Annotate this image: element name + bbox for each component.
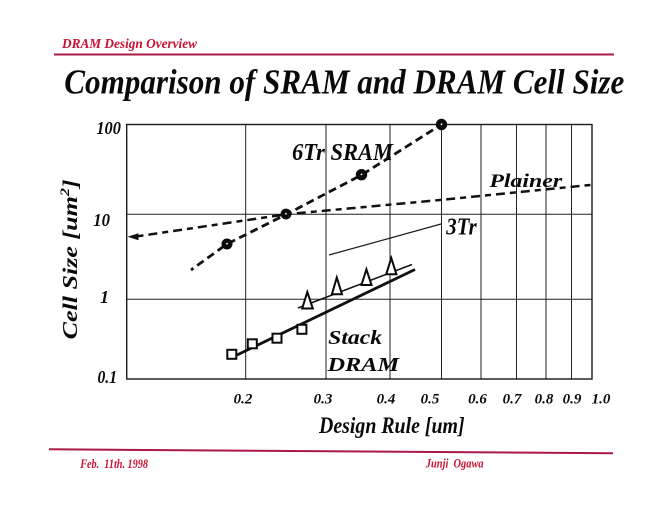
svg-text:Design Rule [um]: Design Rule [um] <box>318 413 465 439</box>
svg-text:6Tr SRAM: 6Tr SRAM <box>292 140 395 166</box>
svg-text:Junji Ogawa: Junji Ogawa <box>425 455 484 470</box>
svg-text:0.1: 0.1 <box>98 367 118 387</box>
svg-text:10: 10 <box>93 210 110 230</box>
svg-text:3Tr: 3Tr <box>445 214 477 240</box>
svg-text:Stack: Stack <box>328 327 382 349</box>
svg-text:Plainer: Plainer <box>488 171 563 192</box>
svg-text:100: 100 <box>96 118 121 138</box>
svg-text:DRAM Design Overview: DRAM Design Overview <box>61 37 198 52</box>
svg-text:0.3: 0.3 <box>314 392 333 408</box>
svg-text:1: 1 <box>100 287 109 307</box>
svg-text:Cell Size [um2]: Cell Size [um2] <box>57 179 82 339</box>
svg-text:0.7: 0.7 <box>503 392 522 408</box>
svg-text:0.8: 0.8 <box>535 392 554 408</box>
svg-text:1.0: 1.0 <box>592 392 611 408</box>
svg-text:Comparison of SRAM and DRAM Ce: Comparison of SRAM and DRAM Cell Size <box>64 62 624 101</box>
svg-text:0.5: 0.5 <box>421 392 440 408</box>
svg-text:0.4: 0.4 <box>377 392 396 408</box>
svg-text:Feb. 11th. 1998: Feb. 11th. 1998 <box>79 456 148 471</box>
svg-text:0.2: 0.2 <box>234 392 253 408</box>
svg-text:0.6: 0.6 <box>468 392 487 408</box>
svg-text:0.9: 0.9 <box>563 392 582 408</box>
svg-text:DRAM: DRAM <box>326 354 400 376</box>
